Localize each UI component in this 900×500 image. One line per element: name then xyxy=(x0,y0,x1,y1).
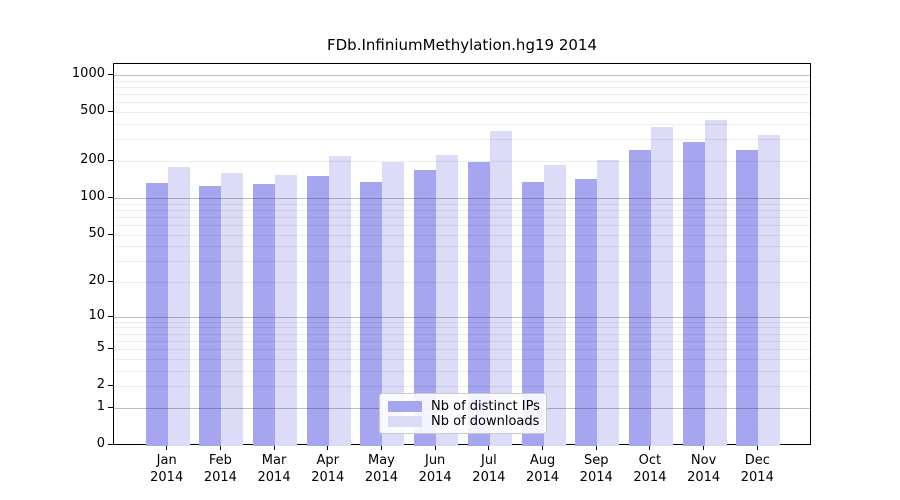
x-tick-label-aug: Aug 2014 xyxy=(525,453,560,485)
x-tick-mark-aug xyxy=(542,445,544,450)
bar-downloads-jul xyxy=(489,131,512,446)
bar-downloads-feb xyxy=(221,172,244,446)
bar-downloads-oct xyxy=(650,126,673,446)
y-tick-mark-100 xyxy=(108,196,113,198)
x-tick-mark-dec xyxy=(756,445,758,450)
y-tick-mark-50 xyxy=(108,233,113,235)
x-tick-mark-jan xyxy=(166,445,168,450)
y-tick-mark-10 xyxy=(108,315,113,317)
x-tick-label-nov: Nov 2014 xyxy=(687,453,721,485)
x-tick-mark-nov xyxy=(703,445,705,450)
bar-distinct-ips-aug xyxy=(521,182,544,446)
x-tick-label-sep: Sep 2014 xyxy=(579,453,613,485)
y-tick-mark-20 xyxy=(108,281,113,283)
bar-downloads-nov xyxy=(704,120,727,446)
x-tick-label-jan: Jan 2014 xyxy=(150,453,184,485)
bar-downloads-jun xyxy=(436,155,459,446)
y-tick-label-0: 0 xyxy=(96,436,105,451)
legend: Nb of distinct IPs Nb of downloads xyxy=(379,393,547,434)
bar-distinct-ips-oct xyxy=(628,150,651,446)
y-tick-mark-1 xyxy=(108,406,113,408)
bar-distinct-ips-mar xyxy=(253,184,276,446)
y-tick-label-50: 50 xyxy=(88,225,105,241)
bar-distinct-ips-sep xyxy=(575,178,598,446)
bar-downloads-sep xyxy=(597,159,620,446)
x-tick-label-jun: Jun 2014 xyxy=(418,453,452,485)
legend-swatch-downloads xyxy=(388,416,422,427)
y-tick-mark-5 xyxy=(108,348,113,350)
chart-title: FDb.InfiniumMethylation.hg19 2014 xyxy=(327,36,597,54)
y-tick-mark-2 xyxy=(108,385,113,387)
x-tick-label-feb: Feb 2014 xyxy=(203,453,237,485)
legend-swatch-distinct-ips xyxy=(388,401,422,412)
x-tick-mark-apr xyxy=(327,445,329,450)
x-tick-mark-sep xyxy=(595,445,597,450)
y-tick-mark-0 xyxy=(108,444,113,445)
y-tick-label-10: 10 xyxy=(88,307,105,323)
y-tick-label-1000: 1000 xyxy=(71,66,105,82)
bar-distinct-ips-feb xyxy=(199,185,222,446)
x-tick-label-may: May 2014 xyxy=(364,453,398,485)
x-tick-label-oct: Oct 2014 xyxy=(633,453,667,485)
bar-distinct-ips-nov xyxy=(682,142,705,446)
bar-distinct-ips-jun xyxy=(414,169,437,446)
bar-distinct-ips-may xyxy=(360,182,383,446)
x-tick-label-mar: Mar 2014 xyxy=(257,453,291,485)
x-tick-mark-feb xyxy=(219,445,221,450)
y-tick-label-5: 5 xyxy=(96,340,105,356)
bar-downloads-aug xyxy=(543,164,566,446)
bar-distinct-ips-apr xyxy=(306,176,329,446)
x-tick-mark-mar xyxy=(273,445,275,450)
legend-label-distinct-ips: Nb of distinct IPs xyxy=(431,399,540,414)
y-tick-label-500: 500 xyxy=(80,103,105,119)
bar-downloads-apr xyxy=(328,156,351,446)
bar-downloads-mar xyxy=(275,175,298,446)
legend-item-distinct-ips: Nb of distinct IPs xyxy=(388,399,540,414)
x-tick-mark-jun xyxy=(434,445,436,450)
y-tick-label-20: 20 xyxy=(88,273,105,289)
x-tick-label-apr: Apr 2014 xyxy=(311,453,345,485)
y-tick-label-100: 100 xyxy=(80,188,105,204)
x-tick-mark-oct xyxy=(649,445,651,450)
bar-downloads-may xyxy=(382,162,405,446)
bar-distinct-ips-jan xyxy=(145,182,168,446)
x-tick-label-dec: Dec 2014 xyxy=(740,453,774,485)
y-tick-mark-200 xyxy=(108,160,113,162)
y-tick-mark-500 xyxy=(108,111,113,113)
y-tick-label-200: 200 xyxy=(80,152,105,168)
y-tick-label-1: 1 xyxy=(96,398,105,414)
x-tick-mark-may xyxy=(380,445,382,450)
x-tick-label-jul: Jul 2014 xyxy=(472,453,506,485)
bar-downloads-jan xyxy=(167,167,190,446)
plot-area: Nb of distinct IPs Nb of downloads xyxy=(113,63,811,446)
legend-label-downloads: Nb of downloads xyxy=(431,414,540,429)
y-tick-label-2: 2 xyxy=(96,377,105,393)
bar-downloads-dec xyxy=(758,135,781,446)
y-tick-mark-1000 xyxy=(108,74,113,76)
x-tick-mark-jul xyxy=(488,445,490,450)
legend-item-downloads: Nb of downloads xyxy=(388,414,540,429)
bar-distinct-ips-dec xyxy=(736,150,759,446)
bar-distinct-ips-jul xyxy=(467,161,490,446)
bars-layer xyxy=(114,64,810,446)
